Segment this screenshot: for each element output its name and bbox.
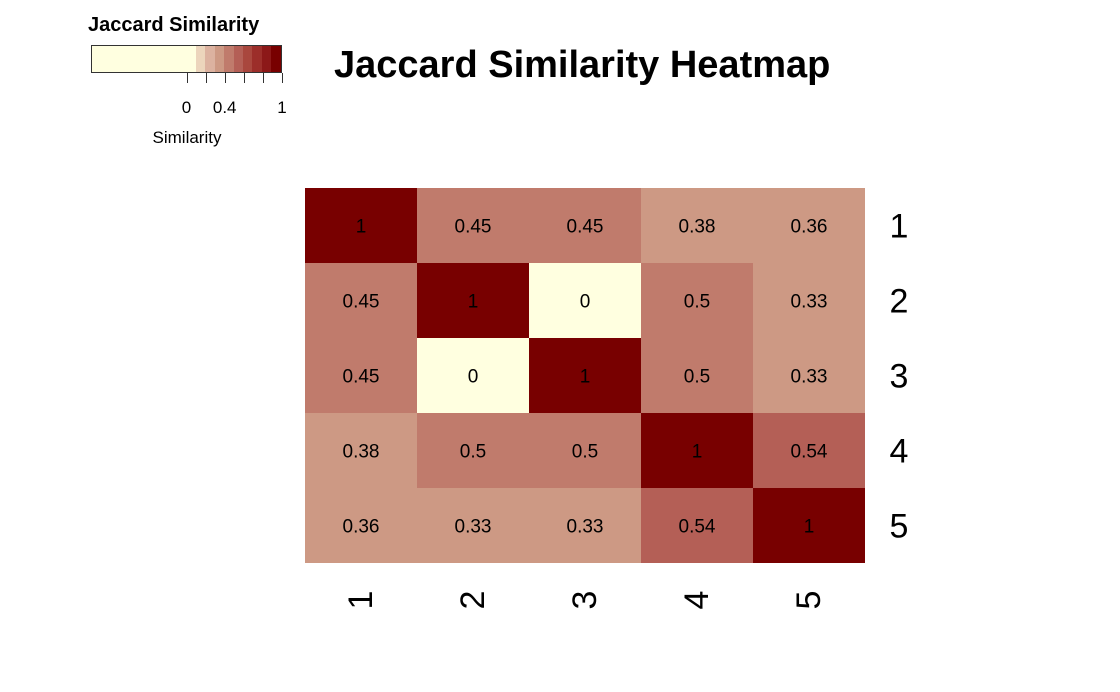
heatmap-cell xyxy=(641,188,753,263)
legend-color-segment xyxy=(101,46,111,72)
legend-color-segment xyxy=(158,46,168,72)
cell-value-label: 0 xyxy=(468,367,479,388)
cell-value-label: 0.5 xyxy=(684,367,710,388)
heatmap-cell xyxy=(753,413,865,488)
cell-value-label: 0.38 xyxy=(679,217,716,238)
legend-color-segment xyxy=(243,46,253,72)
legend-tick-label: 0.4 xyxy=(212,98,237,117)
legend-tick xyxy=(225,73,226,83)
heatmap-cell xyxy=(529,413,641,488)
cell-value-label: 0.33 xyxy=(791,292,828,313)
heatmap-cell xyxy=(641,488,753,563)
column-label: 5 xyxy=(790,591,828,610)
legend-tick xyxy=(244,73,245,83)
legend-color-segment xyxy=(120,46,130,72)
legend-color-segment xyxy=(195,46,206,72)
cell-value-label: 1 xyxy=(804,517,815,538)
legend-tick xyxy=(187,73,188,83)
column-label: 2 xyxy=(454,591,492,610)
legend-title: Jaccard Similarity xyxy=(88,14,260,36)
cell-value-label: 0.45 xyxy=(343,292,380,313)
column-label: 4 xyxy=(678,591,716,610)
column-label: 3 xyxy=(566,591,604,610)
chart-title: Jaccard Similarity Heatmap xyxy=(334,44,831,86)
cell-value-label: 0.5 xyxy=(572,442,598,463)
row-label: 5 xyxy=(890,508,909,546)
heatmap-cell xyxy=(529,338,641,413)
cell-value-label: 0.38 xyxy=(343,442,380,463)
legend-color-segment xyxy=(129,46,140,72)
cell-value-label: 0.45 xyxy=(567,217,604,238)
row-label: 3 xyxy=(890,358,909,396)
cell-value-label: 0.33 xyxy=(791,367,828,388)
heatmap-cell xyxy=(417,488,529,563)
legend-tick-label: 0 xyxy=(181,98,192,117)
cell-value-label: 0.33 xyxy=(567,517,604,538)
cell-value-label: 1 xyxy=(580,367,591,388)
legend-color-segment xyxy=(271,46,281,72)
heatmap-cell xyxy=(417,188,529,263)
cell-value-label: 0.5 xyxy=(684,292,710,313)
legend-color-segment xyxy=(186,46,196,72)
heatmap-cell xyxy=(529,488,641,563)
heatmap-cell xyxy=(753,263,865,338)
heatmap-cell xyxy=(417,338,529,413)
cell-value-label: 0.36 xyxy=(343,517,380,538)
cell-value-label: 1 xyxy=(692,442,703,463)
cell-value-label: 0.36 xyxy=(791,217,828,238)
legend-color-segment xyxy=(214,46,225,72)
legend-color-segment xyxy=(110,46,121,72)
cell-value-label: 0.54 xyxy=(791,442,828,463)
cell-value-label: 0 xyxy=(580,292,591,313)
legend-color-segment xyxy=(224,46,234,72)
heatmap-cell xyxy=(641,413,753,488)
heatmap-cell xyxy=(753,488,865,563)
legend-tick xyxy=(206,73,207,83)
cell-value-label: 1 xyxy=(468,292,479,313)
legend-color-segment xyxy=(252,46,262,72)
legend-color-segment xyxy=(205,46,215,72)
heatmap-cell xyxy=(417,263,529,338)
legend-color-segment xyxy=(148,46,159,72)
heatmap-cell xyxy=(753,338,865,413)
legend-color-segment xyxy=(139,46,149,72)
heatmap-cell xyxy=(417,413,529,488)
legend-tick xyxy=(282,73,283,83)
cell-value-label: 1 xyxy=(356,217,367,238)
heatmap-cell xyxy=(305,188,417,263)
legend-color-bar xyxy=(91,45,282,73)
legend-color-segment xyxy=(176,46,187,72)
row-label: 2 xyxy=(890,283,909,321)
heatmap-cell xyxy=(641,338,753,413)
row-label: 1 xyxy=(890,208,909,246)
heatmap-cell xyxy=(641,263,753,338)
cell-value-label: 0.45 xyxy=(343,367,380,388)
heatmap-cell xyxy=(305,413,417,488)
legend-color-segment xyxy=(261,46,272,72)
legend-axis-title: Similarity xyxy=(152,128,222,147)
legend-tick-label: 1 xyxy=(277,98,287,117)
legend-color-segment xyxy=(92,46,102,72)
heatmap-cell xyxy=(305,338,417,413)
heatmap-cell xyxy=(529,188,641,263)
heatmap-cell xyxy=(753,188,865,263)
column-label: 1 xyxy=(342,591,380,610)
heatmap-cell xyxy=(305,488,417,563)
legend-color-segment xyxy=(233,46,243,72)
cell-value-label: 0.45 xyxy=(455,217,492,238)
legend-tick xyxy=(263,73,264,83)
cell-value-label: 0.5 xyxy=(460,442,486,463)
row-label: 4 xyxy=(890,433,909,471)
legend-color-segment xyxy=(167,46,177,72)
heatmap-cell xyxy=(529,263,641,338)
heatmap-cell xyxy=(305,263,417,338)
cell-value-label: 0.54 xyxy=(679,517,716,538)
cell-value-label: 0.33 xyxy=(455,517,492,538)
